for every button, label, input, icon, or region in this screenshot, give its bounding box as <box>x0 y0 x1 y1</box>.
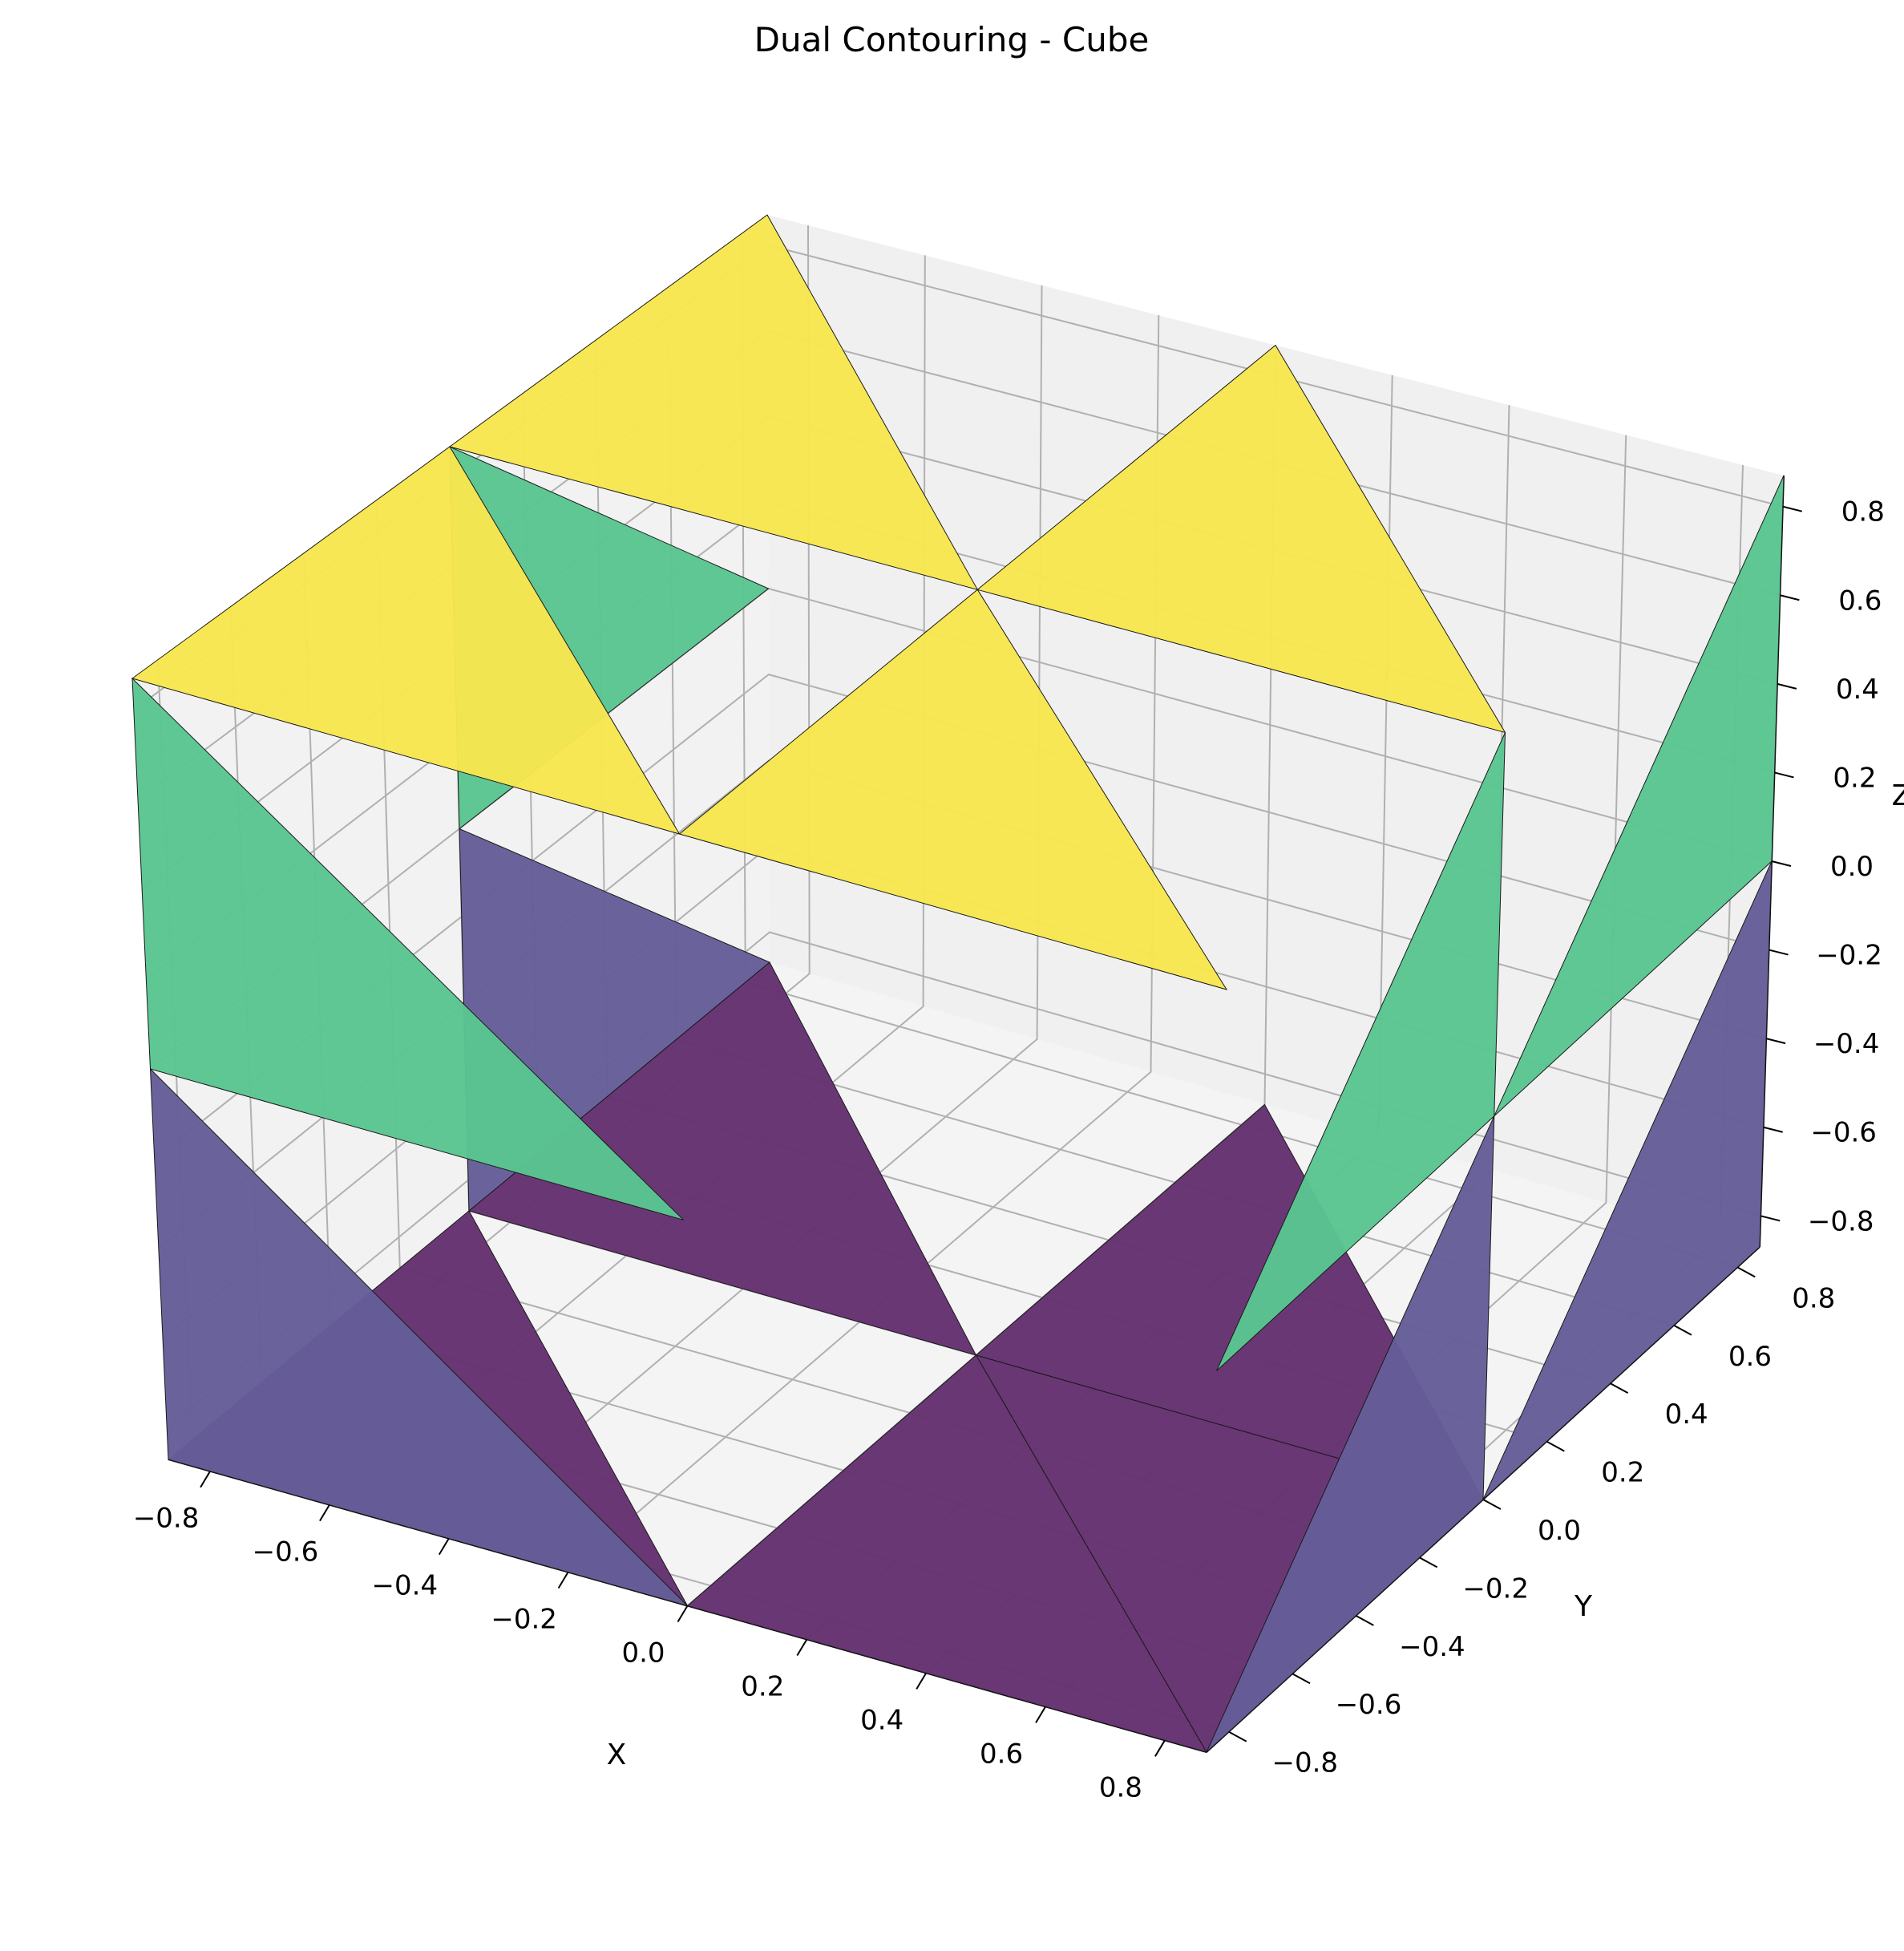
x-tick-mark <box>677 1605 689 1623</box>
surface-triangle-side-x-pos <box>1216 732 1506 1371</box>
z-tick-mark <box>1774 771 1794 779</box>
surface-triangles <box>131 214 1785 1753</box>
z-tick-mark <box>1777 682 1797 690</box>
x-tick-labels: −0.8 −0.6 −0.4 −0.2 0.0 0.2 0.4 0.6 0.8 <box>133 1503 1142 1804</box>
z-axis-label: Z <box>1892 779 1904 812</box>
y-tick-label: −0.6 <box>1336 1689 1402 1721</box>
x-axis-label: X <box>607 1738 627 1771</box>
z-tick-label: −0.6 <box>1810 1117 1877 1149</box>
surface-triangle-side-x-pos <box>1206 1115 1495 1753</box>
tick-marks <box>200 505 1803 1757</box>
x-tick-mark <box>438 1538 450 1556</box>
y-axis-label: Y <box>1574 1590 1593 1623</box>
y-tick-mark <box>1419 1556 1438 1568</box>
y-tick-mark <box>1228 1730 1247 1743</box>
x-tick-label: 0.2 <box>741 1670 784 1702</box>
z-tick-label: 0.4 <box>1836 674 1879 706</box>
x-tick-mark <box>200 1471 211 1488</box>
back-pane <box>767 215 1784 1247</box>
y-tick-label: −0.8 <box>1271 1747 1338 1779</box>
surface-triangle-side-x-pos <box>1482 860 1773 1500</box>
z-tick-mark <box>1763 1126 1783 1133</box>
z-tick-label: −0.8 <box>1808 1205 1874 1237</box>
surface-triangle-side-y-neg <box>149 1067 689 1607</box>
surface-triangle-bottom <box>686 1354 1208 1753</box>
y-tick-mark <box>1610 1382 1629 1394</box>
x-tick-label: 0.8 <box>1099 1771 1142 1803</box>
y-tick-mark <box>1482 1499 1502 1510</box>
y-tick-mark <box>1673 1324 1692 1336</box>
x-tick-label: 0.0 <box>621 1637 665 1670</box>
z-tick-mark <box>1780 594 1800 601</box>
x-tick-label: −0.2 <box>491 1604 557 1636</box>
surface-triangle-side-x-pos <box>1494 475 1785 1117</box>
x-tick-mark <box>557 1572 569 1589</box>
surface-triangle-top <box>678 589 1228 990</box>
x-tick-mark <box>916 1672 928 1690</box>
surface-triangle-side-y-neg <box>131 677 684 1220</box>
z-tick-mark <box>1782 505 1803 512</box>
z-tick-mark <box>1765 1038 1786 1045</box>
x-tick-label: 0.4 <box>860 1704 903 1736</box>
z-tick-mark <box>1769 949 1789 956</box>
z-tick-labels: −0.8 −0.6 −0.4 −0.2 0.0 0.2 0.4 0.6 0.8 <box>1808 496 1885 1238</box>
x-tick-label: 0.6 <box>980 1738 1023 1770</box>
x-tick-label: −0.8 <box>133 1503 200 1535</box>
x-tick-mark <box>1154 1739 1166 1757</box>
z-tick-mark <box>1760 1215 1781 1222</box>
x-tick-mark <box>796 1638 808 1656</box>
surface-triangle-top <box>131 446 681 835</box>
z-tick-label: 0.6 <box>1838 585 1882 617</box>
surface-triangle-top <box>976 344 1506 734</box>
x-grid-line <box>448 285 1043 1540</box>
y-tick-label: 0.0 <box>1538 1515 1581 1547</box>
z-tick-mark <box>1771 860 1792 867</box>
y-tick-mark <box>1292 1673 1311 1685</box>
z-tick-label: 0.0 <box>1830 851 1874 883</box>
y-tick-label: 0.2 <box>1601 1457 1644 1489</box>
x-tick-label: −0.4 <box>372 1570 439 1602</box>
z-tick-label: −0.2 <box>1816 940 1882 972</box>
y-tick-labels: −0.8 −0.6 −0.4 −0.2 0.0 0.2 0.4 0.6 0.8 <box>1271 1282 1835 1779</box>
y-tick-label: 0.8 <box>1792 1282 1835 1314</box>
chart-title: Dual Contouring - Cube <box>754 20 1150 59</box>
y-tick-label: −0.2 <box>1462 1573 1529 1605</box>
y-tick-mark <box>1546 1440 1565 1452</box>
x-tick-mark <box>1035 1706 1046 1723</box>
y-tick-mark <box>1355 1614 1374 1626</box>
z-tick-label: 0.8 <box>1841 496 1885 528</box>
y-tick-label: 0.6 <box>1728 1341 1772 1373</box>
x-tick-label: −0.6 <box>253 1536 319 1568</box>
y-tick-label: 0.4 <box>1665 1398 1708 1431</box>
z-tick-label: 0.2 <box>1833 762 1876 794</box>
z-tick-label: −0.4 <box>1813 1028 1880 1060</box>
y-tick-label: −0.4 <box>1399 1631 1465 1663</box>
surface-triangle-top <box>448 214 979 591</box>
x-tick-mark <box>319 1504 330 1522</box>
y-tick-mark <box>1736 1266 1756 1278</box>
